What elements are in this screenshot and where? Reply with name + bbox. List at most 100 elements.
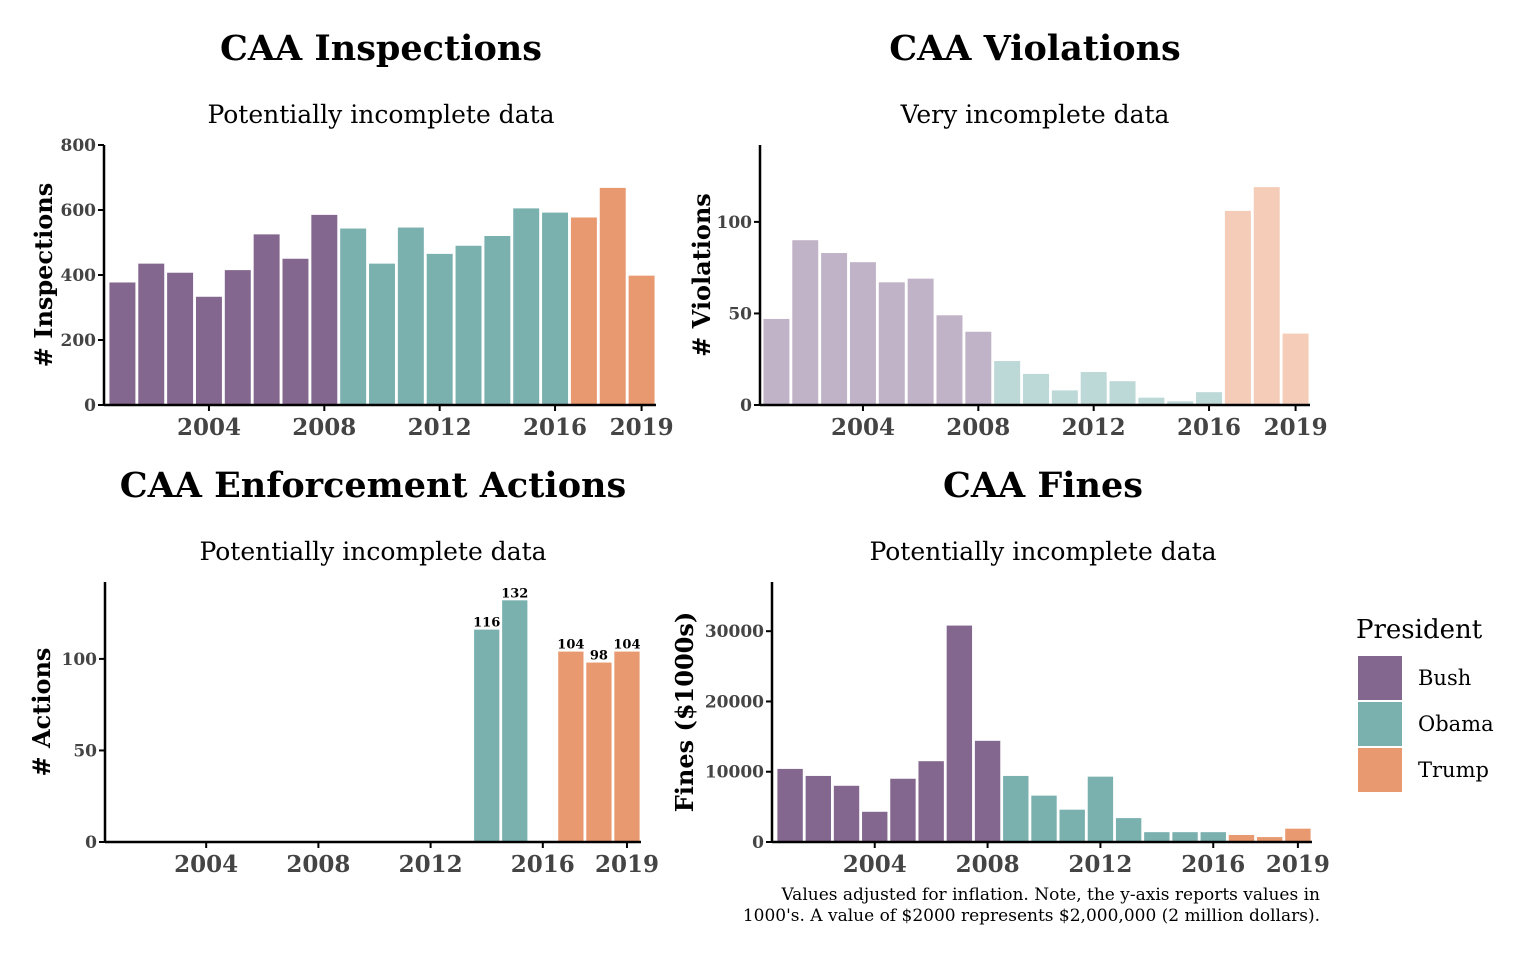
chart-subtitle: Potentially incomplete data (207, 100, 554, 129)
bar-2002 (138, 263, 165, 405)
y-axis-title: # Actions (27, 648, 56, 777)
y-tick-label: 200 (61, 331, 97, 351)
y-tick-label: 800 (61, 136, 97, 156)
bar-2005 (224, 270, 251, 405)
bar-2005 (878, 282, 905, 405)
x-tick-label: 2004 (177, 414, 241, 441)
y-tick-label: 100 (62, 650, 98, 670)
bar-2018 (1253, 187, 1280, 405)
data-label-2015: 132 (501, 586, 528, 601)
bar-2016 (1200, 832, 1226, 842)
panel-caa-enforcement-actions: CAA Enforcement Actions Potentially incom… (27, 465, 659, 878)
bar-2001 (777, 768, 803, 842)
bar-2017 (558, 651, 584, 842)
bar-2018 (1256, 837, 1283, 842)
x-tick-label: 2008 (292, 414, 356, 441)
bar-2012 (1087, 776, 1114, 842)
bar-2013 (1115, 818, 1142, 842)
y-tick-label: 0 (740, 396, 752, 416)
bar-2010 (369, 263, 395, 405)
chart-title: CAA Violations (889, 28, 1180, 69)
bar-2018 (586, 662, 612, 842)
bar-2009 (994, 361, 1021, 405)
y-tick-label: 100 (717, 213, 753, 233)
x-tick-label: 2004 (174, 851, 238, 878)
data-label-2017: 104 (557, 638, 584, 653)
chart-subtitle: Potentially incomplete data (199, 537, 546, 566)
y-tick-label: 10000 (705, 763, 764, 783)
x-tick-label: 2008 (946, 414, 1010, 441)
bar-2004 (849, 262, 876, 405)
x-tick-label: 2012 (408, 414, 472, 441)
panel-caa-violations: CAA Violations Very incomplete data 0 50 100… (687, 28, 1328, 441)
y-tick-label: 600 (61, 201, 97, 221)
x-tick-label: 2012 (1068, 851, 1132, 878)
legend-item-bush: Bush (1350, 655, 1530, 701)
bar-2006 (918, 761, 944, 842)
bar-2007 (936, 315, 963, 405)
bar-2012 (1080, 372, 1107, 405)
bar-2002 (805, 775, 832, 842)
chart-title: CAA Fines (943, 465, 1143, 506)
bar-2011 (1059, 809, 1085, 842)
bar-2001 (763, 318, 790, 405)
bar-2008 (311, 214, 338, 405)
bar-2003 (821, 253, 848, 405)
legend-label-obama: Obama (1418, 712, 1494, 736)
bar-2014 (474, 629, 500, 842)
bar-2015 (502, 600, 528, 842)
legend-swatch-trump (1358, 748, 1402, 792)
legend-label-bush: Bush (1418, 666, 1472, 690)
chart-subtitle: Potentially incomplete data (869, 537, 1216, 566)
bar-2013 (1109, 381, 1136, 405)
bar-2019 (1282, 333, 1309, 405)
bar-2012 (426, 253, 453, 405)
y-tick-label: 50 (728, 304, 752, 324)
panel-caa-fines: CAA Fines Potentially incomplete data 0 100… (670, 465, 1330, 878)
bar-2007 (946, 625, 973, 842)
legend-item-trump: Trump (1350, 747, 1530, 793)
y-tick-label: 0 (752, 833, 764, 853)
bar-2003 (167, 272, 194, 405)
bar-2019 (628, 275, 655, 405)
x-tick-label: 2019 (1266, 851, 1330, 878)
bar-2004 (862, 811, 888, 842)
y-tick-label: 400 (61, 266, 97, 286)
x-tick-label: 2012 (399, 851, 463, 878)
bar-2010 (1031, 795, 1057, 842)
x-tick-label: 2016 (523, 414, 587, 441)
bar-2017 (570, 217, 597, 405)
x-tick-label: 2019 (1264, 414, 1328, 441)
bar-2007 (282, 258, 309, 405)
x-tick-label: 2004 (843, 851, 907, 878)
x-tick-label: 2016 (1181, 851, 1245, 878)
bar-2018 (599, 187, 626, 405)
legend-swatch-obama (1358, 702, 1402, 746)
footnote: Values adjusted for inflation. Note, the… (640, 885, 1320, 927)
data-label-2019: 104 (613, 638, 640, 653)
bar-2003 (833, 785, 860, 842)
bar-2019 (1285, 828, 1311, 842)
bar-2017 (1224, 210, 1251, 405)
bar-2015 (513, 208, 540, 405)
x-tick-label: 2004 (831, 414, 895, 441)
x-tick-label: 2012 (1062, 414, 1126, 441)
bar-2006 (907, 278, 934, 405)
bar-2014 (1144, 832, 1170, 842)
y-axis-title: # Inspections (29, 183, 58, 368)
bar-2013 (455, 245, 482, 405)
x-tick-label: 2019 (610, 414, 674, 441)
bar-2015 (1167, 401, 1194, 405)
x-tick-label: 2008 (286, 851, 350, 878)
bar-2014 (484, 236, 511, 405)
bar-2016 (542, 212, 569, 405)
x-tick-label: 2016 (1177, 414, 1241, 441)
bar-2019 (614, 651, 640, 842)
bar-2005 (890, 778, 916, 842)
bar-2009 (340, 228, 367, 405)
bar-2010 (1023, 373, 1049, 405)
bar-2011 (1051, 390, 1078, 405)
legend-label-trump: Trump (1418, 758, 1489, 782)
chart-title: CAA Inspections (220, 28, 542, 69)
